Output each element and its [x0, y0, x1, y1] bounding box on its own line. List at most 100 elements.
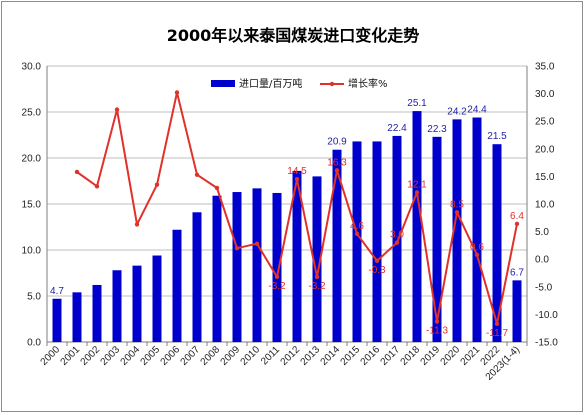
x-tick-label: 2021 — [459, 344, 483, 368]
data-labels: 4.7 20.9 22.4 25.1 22.324.2 24.4 21.5 6.7 -3.2 14… — [50, 98, 524, 339]
x-tick-label: 2018 — [399, 344, 423, 368]
x-tick-label: 2010 — [239, 344, 263, 368]
left-tick-label: 30.0 — [22, 62, 42, 73]
bar-value-label: 22.4 — [387, 123, 407, 134]
growth-point-2002 — [94, 184, 100, 189]
bar-value-label: 24.4 — [467, 105, 487, 116]
bar-2001 — [72, 292, 82, 342]
growth-point-2017 — [394, 240, 400, 245]
line-series — [74, 90, 520, 326]
rate-value-label: 16.3 — [327, 157, 347, 168]
right-tick-label: 10.0 — [535, 200, 555, 211]
bar-2007 — [192, 212, 202, 342]
left-tick-label: 0.0 — [27, 338, 41, 349]
bar-2002 — [92, 284, 102, 342]
growth-point-2009 — [234, 245, 240, 251]
bar-2020 — [452, 119, 462, 342]
growth-point-2020 — [454, 210, 460, 215]
growth-point-2022 — [494, 321, 500, 326]
legend-line-label: 增长率% — [348, 77, 388, 90]
growth-point-2007 — [194, 172, 200, 177]
right-tick-label: -10.0 — [535, 310, 558, 321]
bar-value-label: 22.3 — [427, 124, 447, 135]
rate-value-label: -3.2 — [268, 281, 286, 292]
legend-line-marker — [329, 81, 335, 87]
rate-value-label: -0.3 — [368, 265, 386, 276]
x-tick-label: 2015 — [339, 344, 363, 368]
growth-point-2014 — [334, 168, 340, 173]
x-tick-label: 2002 — [79, 344, 103, 368]
bar-value-label: 21.5 — [487, 131, 507, 142]
bar-2015 — [352, 141, 362, 342]
bar-value-label: 4.7 — [50, 286, 64, 297]
growth-point-2012 — [294, 176, 300, 182]
right-tick-label: 0.0 — [535, 255, 549, 266]
bar-series — [52, 111, 522, 343]
right-tick-label: 5.0 — [535, 227, 549, 238]
rate-value-label: 14.5 — [287, 166, 307, 177]
x-tick-label: 2009 — [219, 344, 243, 368]
rate-value-label: 12.1 — [407, 179, 427, 190]
growth-point-2008 — [214, 185, 220, 191]
growth-point-2010 — [254, 241, 260, 246]
bar-2009 — [232, 192, 242, 342]
legend: 进口量/百万吨 增长率% — [211, 77, 388, 90]
bar-value-label: 25.1 — [407, 98, 427, 109]
right-tick-label: -5.0 — [535, 282, 553, 293]
left-tick-label: 15.0 — [22, 200, 42, 211]
x-tick-label: 2008 — [199, 344, 223, 368]
growth-point-2011 — [274, 274, 280, 280]
bar-value-label: 6.7 — [510, 267, 524, 278]
bar-2022 — [492, 144, 502, 342]
bar-2019 — [432, 136, 442, 342]
rate-value-label: 3.0 — [390, 230, 404, 241]
bar-2013 — [312, 176, 322, 342]
rate-value-label: 4.6 — [350, 221, 364, 232]
left-tick-label: 5.0 — [27, 292, 41, 303]
growth-point-2005 — [154, 182, 160, 187]
x-tick-label: 2011 — [259, 344, 282, 367]
bar-2008 — [212, 195, 222, 342]
x-tick-label: 2013 — [299, 344, 323, 368]
growth-point-2004 — [134, 222, 140, 227]
bar-2021 — [472, 117, 482, 343]
bar-value-label: 20.9 — [327, 137, 347, 148]
growth-point-2015 — [354, 231, 360, 237]
rate-value-label: 0.6 — [470, 242, 484, 253]
left-tick-label: 20.0 — [22, 154, 42, 165]
right-tick-label: 25.0 — [535, 117, 555, 128]
right-tick-label: 30.0 — [535, 89, 555, 100]
left-tick-label: 10.0 — [22, 246, 42, 257]
bar-2017 — [392, 135, 402, 342]
growth-point-2018 — [414, 190, 420, 195]
x-tick-label: 2006 — [159, 344, 183, 368]
legend-bar-swatch — [211, 80, 235, 87]
bar-2016 — [372, 141, 382, 342]
bar-2012 — [292, 170, 302, 342]
rate-value-label: -11.7 — [486, 328, 508, 339]
growth-point-2019 — [434, 319, 440, 324]
x-tick-label: 2019 — [419, 344, 443, 368]
growth-point-2023(1-4) — [514, 221, 520, 227]
right-tick-label: 20.0 — [535, 144, 555, 155]
x-tick-label: 2007 — [179, 344, 203, 368]
rate-value-label: -3.2 — [308, 281, 326, 292]
bar-2010 — [252, 188, 262, 342]
chart-title: 2000年以来泰国煤炭进口变化走势 — [166, 26, 420, 45]
bar-2018 — [412, 111, 422, 342]
bar-2005 — [152, 255, 162, 342]
bar-2003 — [112, 270, 122, 342]
x-tick-label: 2004 — [119, 344, 143, 368]
rate-value-label: 8.5 — [450, 199, 464, 210]
growth-point-2006 — [174, 90, 180, 95]
left-tick-label: 25.0 — [22, 108, 42, 119]
growth-point-2016 — [374, 258, 380, 264]
x-tick-label: 2017 — [379, 344, 403, 368]
x-tick-label: 2014 — [319, 344, 343, 368]
bar-value-label: 24.2 — [447, 106, 467, 117]
legend-bar-label: 进口量/百万吨 — [239, 77, 302, 90]
x-tick-label: 2020 — [439, 344, 463, 368]
bar-2004 — [132, 265, 142, 342]
x-tick-label: 2012 — [279, 344, 303, 368]
